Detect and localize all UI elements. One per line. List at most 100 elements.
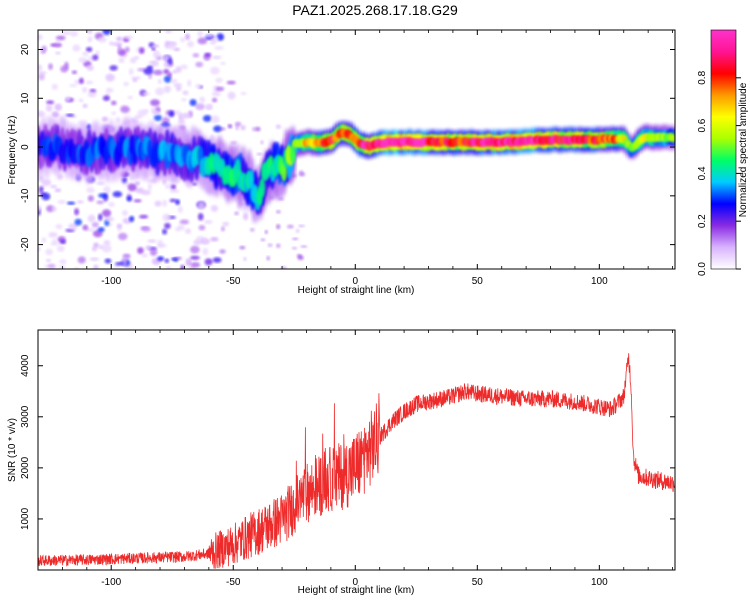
noise-blob bbox=[148, 60, 158, 65]
noise-blob bbox=[156, 243, 167, 248]
noise-blob bbox=[129, 215, 135, 222]
noise-blob bbox=[71, 70, 78, 75]
spec-xtick-minus50-label: -50 bbox=[226, 276, 241, 287]
noise-blob bbox=[197, 31, 203, 37]
noise-blob bbox=[204, 52, 212, 57]
noise-blob bbox=[78, 57, 88, 63]
noise-blob bbox=[170, 184, 177, 190]
spec-ytick-minus10-label: -10 bbox=[20, 188, 31, 203]
noise-blob bbox=[118, 57, 125, 63]
noise-blob bbox=[109, 65, 118, 71]
snr-xtick-0-label: 0 bbox=[352, 577, 358, 588]
noise-blob bbox=[98, 193, 108, 198]
noise-blob bbox=[215, 86, 225, 92]
noise-blob bbox=[192, 53, 200, 58]
noise-blob bbox=[210, 237, 219, 242]
noise-blob bbox=[91, 221, 99, 228]
noise-blob bbox=[212, 55, 222, 60]
noise-blob bbox=[69, 30, 79, 37]
noise-blob bbox=[50, 242, 60, 246]
noise-blob bbox=[38, 205, 42, 212]
noise-blob bbox=[101, 116, 108, 122]
spec-ytick-20-label: 20 bbox=[20, 44, 31, 56]
noise-blob bbox=[38, 247, 41, 251]
noise-blob bbox=[130, 76, 141, 80]
noise-blob bbox=[110, 100, 117, 106]
noise-blob bbox=[169, 189, 180, 193]
noise-blob bbox=[145, 245, 152, 251]
noise-blob bbox=[164, 258, 170, 264]
noise-blob bbox=[240, 91, 247, 96]
noise-blob bbox=[222, 221, 230, 227]
snr-ytick-3000-label: 3000 bbox=[20, 405, 31, 428]
noise-blob bbox=[133, 199, 142, 203]
noise-blob bbox=[300, 245, 308, 248]
noise-blob bbox=[219, 127, 226, 131]
noise-blob bbox=[69, 83, 78, 88]
noise-blob bbox=[53, 42, 62, 48]
noise-blob bbox=[197, 37, 208, 45]
noise-blob bbox=[56, 245, 65, 252]
noise-blob bbox=[41, 237, 47, 243]
noise-blob bbox=[228, 124, 233, 129]
noise-blob bbox=[297, 255, 304, 261]
noise-blob bbox=[204, 33, 214, 38]
noise-blob bbox=[202, 115, 212, 122]
noise-blob bbox=[54, 188, 62, 193]
noise-blob bbox=[151, 107, 157, 113]
noise-blob bbox=[116, 36, 123, 42]
noise-blob bbox=[213, 125, 222, 133]
noise-blob bbox=[155, 87, 165, 96]
noise-blob bbox=[169, 110, 175, 118]
noise-blob bbox=[86, 227, 95, 232]
noise-blob bbox=[172, 70, 177, 74]
noise-blob bbox=[190, 245, 200, 254]
noise-blob bbox=[190, 261, 201, 268]
colorbar-tick-label: 0.6 bbox=[697, 118, 708, 132]
noise-blob bbox=[149, 248, 158, 256]
noise-blob bbox=[276, 224, 281, 230]
noise-blob bbox=[219, 249, 226, 254]
noise-blob bbox=[220, 226, 225, 232]
noise-blob bbox=[137, 109, 147, 117]
noise-blob bbox=[212, 257, 222, 263]
noise-blob bbox=[292, 237, 299, 241]
noise-blob bbox=[202, 247, 209, 256]
noise-blob bbox=[173, 110, 182, 116]
noise-blob bbox=[162, 199, 168, 207]
noise-blob bbox=[104, 258, 112, 264]
noise-blob bbox=[96, 181, 106, 186]
noise-blob bbox=[210, 115, 220, 124]
noise-blob bbox=[206, 103, 213, 109]
noise-blob bbox=[51, 83, 58, 90]
noise-blob bbox=[92, 54, 99, 61]
noise-blob bbox=[137, 247, 144, 255]
noise-blob bbox=[124, 35, 134, 40]
noise-blob bbox=[177, 223, 185, 231]
noise-blob bbox=[243, 257, 247, 261]
noise-blob bbox=[220, 61, 226, 65]
noise-blob bbox=[97, 227, 105, 233]
noise-blob bbox=[77, 200, 84, 204]
noise-blob bbox=[103, 185, 111, 194]
noise-blob bbox=[105, 73, 115, 82]
spectrogram-frame bbox=[37, 29, 676, 270]
noise-blob bbox=[91, 246, 98, 252]
noise-blob bbox=[74, 218, 82, 226]
noise-blob bbox=[68, 223, 78, 230]
noise-blob bbox=[167, 42, 177, 50]
noise-blob bbox=[167, 72, 172, 78]
noise-blob bbox=[95, 50, 100, 55]
noise-blob bbox=[178, 118, 185, 124]
noise-blob bbox=[249, 227, 255, 232]
noise-blob bbox=[127, 183, 137, 192]
noise-blob bbox=[197, 201, 205, 210]
noise-blob bbox=[41, 192, 51, 201]
noise-blob bbox=[204, 258, 213, 266]
noise-blob bbox=[108, 201, 115, 207]
spec-ytick-minus20-label: -20 bbox=[20, 237, 31, 252]
snr-xtick-minus100-label: -100 bbox=[101, 577, 121, 588]
noise-blob bbox=[151, 47, 156, 51]
noise-blob bbox=[148, 74, 153, 79]
